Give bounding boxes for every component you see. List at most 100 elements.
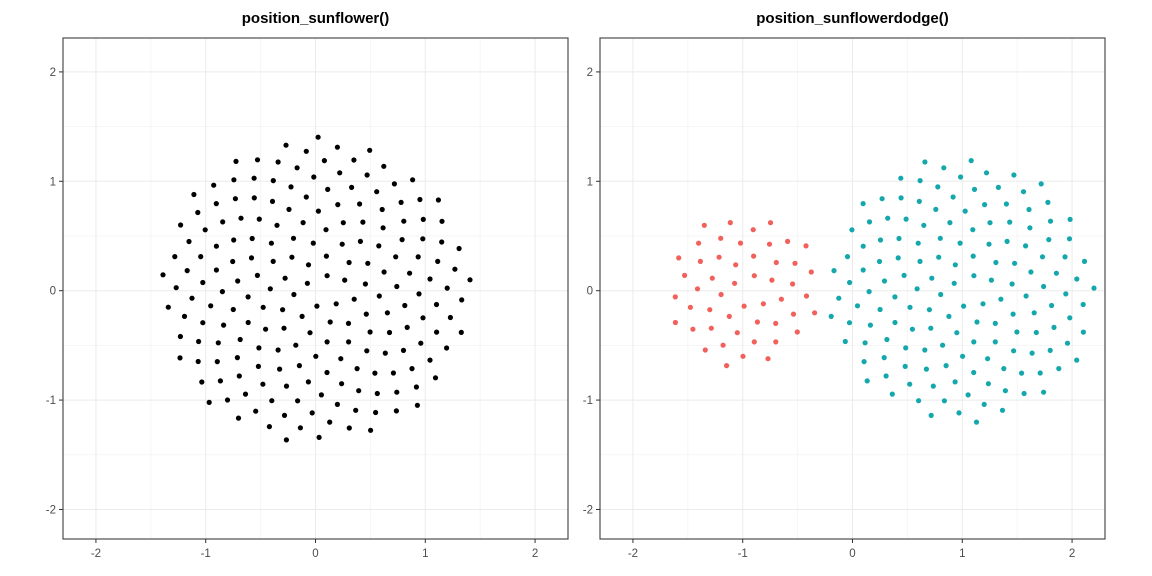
data-point [303, 148, 309, 154]
x-axis-tick-label: 2 [532, 548, 538, 560]
data-point [433, 301, 440, 308]
data-point [254, 157, 261, 163]
data-point [751, 273, 757, 279]
x-axis-tick-label: -2 [628, 548, 638, 560]
data-point [374, 189, 380, 195]
data-point [439, 218, 445, 224]
data-point [985, 356, 991, 362]
data-point [1027, 225, 1033, 231]
data-point [909, 326, 915, 332]
data-point [760, 301, 766, 307]
data-point [165, 304, 171, 310]
data-point [773, 320, 779, 326]
data-point [962, 208, 968, 214]
data-point [418, 340, 424, 346]
data-point [773, 339, 779, 345]
data-point [987, 220, 993, 226]
data-point [459, 297, 465, 303]
data-point [334, 401, 340, 407]
data-point [444, 345, 450, 351]
data-point [1063, 291, 1069, 297]
data-point [294, 165, 300, 171]
data-point [751, 339, 757, 345]
data-point [338, 356, 344, 362]
data-point [281, 325, 287, 331]
data-point [1037, 370, 1043, 376]
data-point [1056, 366, 1062, 372]
data-point [947, 220, 953, 226]
data-point [290, 235, 297, 241]
data-point [407, 270, 413, 276]
data-point [303, 194, 309, 200]
data-point [1031, 310, 1037, 316]
data-point [381, 269, 387, 275]
data-point [867, 322, 873, 328]
data-point [892, 319, 898, 326]
data-point [877, 237, 884, 243]
data-point [456, 245, 462, 252]
data-point [427, 276, 433, 282]
data-point [724, 363, 730, 369]
data-point [737, 240, 744, 246]
data-point [995, 184, 1001, 190]
data-point [1039, 254, 1046, 260]
data-point [922, 159, 928, 165]
data-point [363, 311, 369, 317]
data-point [1080, 329, 1086, 335]
data-point [260, 304, 266, 310]
data-point [898, 195, 904, 201]
data-point [790, 311, 797, 317]
plot-canvas-sunflower: -2 -1 0 1 2 -2 -1 0 1 2 [46, 37, 569, 560]
data-point [402, 302, 408, 309]
data-point [427, 357, 433, 363]
data-point [235, 415, 242, 421]
data-point [672, 294, 678, 300]
data-point [346, 259, 352, 266]
data-point [954, 330, 960, 336]
data-point [718, 235, 724, 241]
data-point [885, 215, 891, 221]
data-point [740, 353, 746, 359]
data-point [917, 178, 923, 184]
data-point [965, 392, 971, 398]
y-axis-tick-label: 2 [587, 67, 593, 79]
data-point [398, 199, 404, 205]
data-point [351, 157, 357, 163]
data-point [316, 434, 322, 440]
x-axis-tick-label: 2 [1069, 548, 1075, 560]
data-point [266, 424, 272, 430]
data-point [196, 338, 202, 345]
data-point [274, 222, 280, 228]
data-point [986, 241, 992, 247]
data-point [1045, 199, 1051, 205]
data-point [177, 333, 183, 340]
data-point [235, 278, 241, 284]
plot-sunflower: position_sunflower() -2 -1 0 1 2 -2 -1 0 1 2 [46, 11, 569, 560]
data-point [374, 390, 380, 397]
data-point [1026, 206, 1032, 213]
data-point [708, 325, 714, 331]
data-point [263, 326, 269, 332]
data-point [696, 240, 702, 246]
data-point [769, 277, 775, 283]
data-point [318, 392, 324, 398]
data-point [186, 238, 192, 245]
data-point [435, 197, 441, 203]
data-point [998, 296, 1004, 302]
data-point [956, 410, 962, 416]
data-point [702, 347, 708, 353]
data-point [785, 238, 791, 244]
data-point [364, 348, 370, 354]
data-point [432, 375, 439, 381]
data-point [974, 319, 980, 325]
data-point [718, 291, 724, 298]
data-point [251, 175, 257, 181]
data-point [720, 342, 726, 348]
data-point [340, 220, 346, 226]
data-point [368, 427, 374, 433]
data-point [467, 277, 473, 283]
data-point [339, 381, 345, 387]
data-point [1041, 389, 1047, 395]
data-point [682, 272, 688, 278]
data-point [360, 219, 366, 225]
